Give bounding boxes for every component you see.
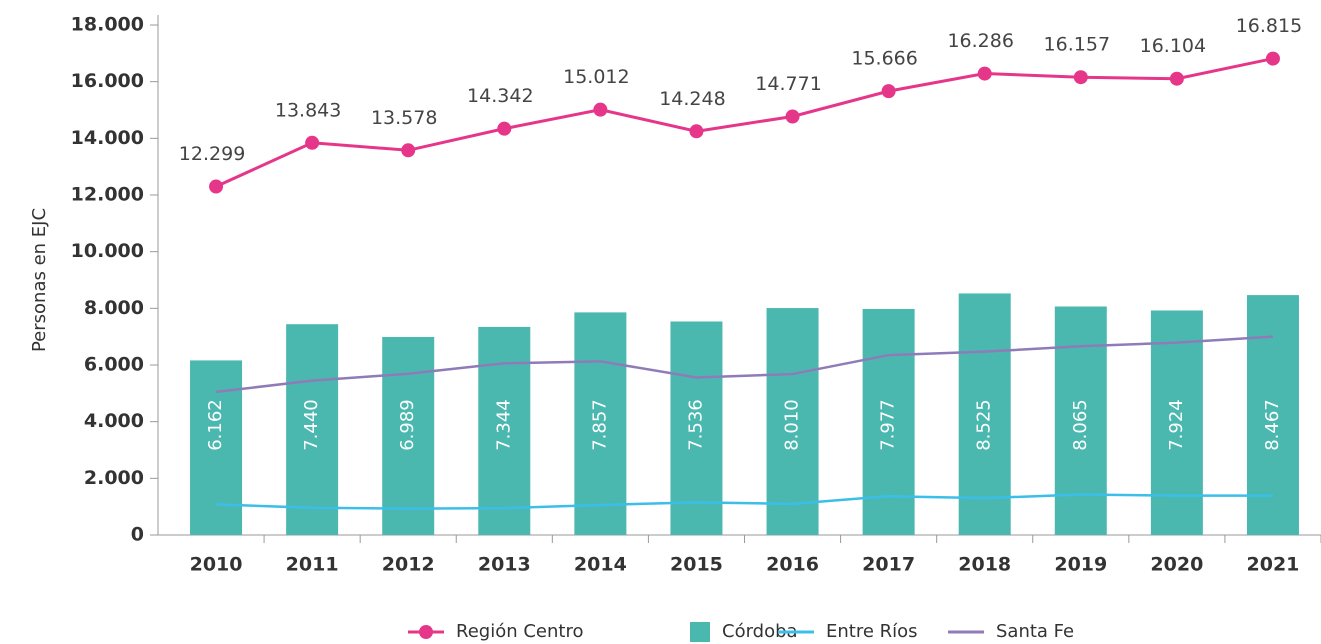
point — [305, 135, 320, 150]
y-axis-label: Personas en EJC — [29, 208, 50, 352]
point — [785, 109, 800, 124]
point — [689, 124, 704, 139]
bar — [286, 324, 339, 535]
point-value-label: 13.843 — [275, 99, 341, 121]
y-tick-label: 18.000 — [71, 14, 144, 36]
y-tick-label: 10.000 — [71, 240, 144, 262]
point-value-label: 15.012 — [563, 66, 629, 88]
bar-value-label: 7.344 — [493, 399, 514, 451]
x-tick-label: 2019 — [1054, 554, 1107, 576]
bar-value-label: 8.010 — [782, 399, 803, 451]
y-tick-label: 2.000 — [84, 467, 144, 489]
point — [1169, 71, 1184, 86]
x-tick-label: 2017 — [862, 554, 915, 576]
bar-value-label: 7.977 — [878, 399, 899, 451]
point-value-label: 14.248 — [659, 88, 725, 110]
bar — [478, 326, 531, 535]
y-tick-label: 0 — [131, 524, 144, 546]
point — [209, 179, 224, 194]
x-tick-label: 2016 — [766, 554, 819, 576]
x-tick-label: 2021 — [1247, 554, 1300, 576]
point-value-label: 16.815 — [1236, 15, 1302, 37]
bar — [958, 293, 1011, 535]
x-tick-label: 2013 — [478, 554, 531, 576]
x-tick-label: 2011 — [286, 554, 339, 576]
point-value-label: 13.578 — [371, 107, 437, 129]
bar — [382, 336, 435, 535]
x-tick-label: 2020 — [1150, 554, 1203, 576]
y-tick-label: 4.000 — [84, 410, 144, 432]
line — [215, 493, 1273, 510]
bar-value-label: 7.440 — [301, 399, 322, 451]
point — [881, 84, 896, 99]
x-tick-label: 2012 — [382, 554, 435, 576]
bar-value-label: 7.536 — [685, 399, 706, 451]
point-value-label: 16.157 — [1044, 34, 1110, 56]
bar-value-label: 8.467 — [1262, 399, 1283, 451]
bar-value-label: 6.162 — [205, 399, 226, 451]
point — [1073, 70, 1088, 85]
point-value-label: 14.771 — [755, 73, 821, 95]
bar-value-label: 7.857 — [589, 399, 610, 451]
bar-value-label: 8.065 — [1070, 399, 1091, 451]
legend-label: Región Centro — [456, 621, 583, 642]
point-value-label: 16.286 — [947, 30, 1013, 52]
point — [593, 102, 608, 117]
point — [1265, 51, 1280, 66]
point — [497, 121, 512, 136]
x-tick-label: 2018 — [958, 554, 1011, 576]
point-value-label: 14.342 — [467, 85, 533, 107]
x-tick-label: 2015 — [670, 554, 723, 576]
x-tick-label: 2014 — [574, 554, 627, 576]
bar-value-label: 8.525 — [974, 399, 995, 451]
legend-label: Santa Fe — [996, 621, 1074, 642]
y-tick-label: 16.000 — [71, 70, 144, 92]
legend-swatch — [690, 622, 710, 642]
y-tick-label: 6.000 — [84, 354, 144, 376]
y-tick-label: 8.000 — [84, 297, 144, 319]
bar — [670, 321, 723, 535]
bar — [1150, 310, 1203, 535]
x-tick-label: 2010 — [190, 554, 243, 576]
y-tick-label: 14.000 — [71, 127, 144, 149]
bar — [766, 308, 819, 535]
legend-label: Entre Ríos — [826, 621, 918, 642]
legend-marker — [419, 625, 433, 639]
y-tick-label: 12.000 — [71, 184, 144, 206]
bar — [574, 312, 627, 535]
legend-label: Córdoba — [722, 621, 798, 642]
point-value-label: 15.666 — [851, 48, 917, 70]
point — [401, 143, 416, 158]
line — [215, 335, 1274, 394]
bar-value-label: 7.924 — [1166, 399, 1187, 451]
point — [977, 66, 992, 81]
line — [215, 57, 1274, 188]
point-value-label: 16.104 — [1140, 35, 1206, 57]
point-value-label: 12.299 — [179, 143, 245, 165]
bar-value-label: 6.989 — [397, 399, 418, 451]
